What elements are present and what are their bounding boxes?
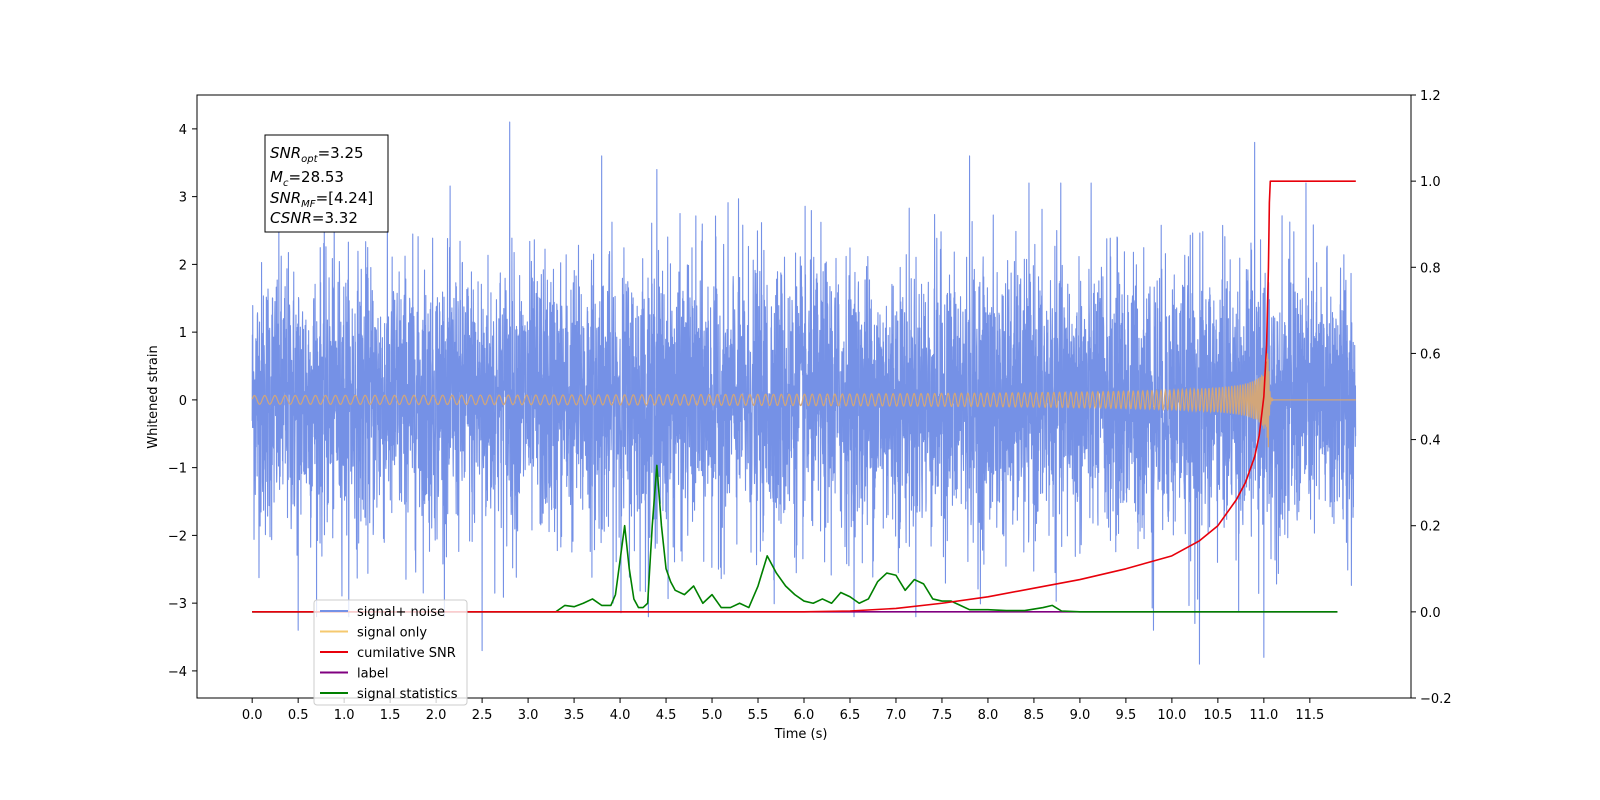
- y-axis-label: Whitened strain: [146, 345, 161, 448]
- y2-tick-label: 1.0: [1420, 175, 1441, 190]
- x-tick-label: 2.5: [472, 708, 493, 723]
- x-tick-label: 8.5: [1024, 708, 1045, 723]
- x-tick-label: 3.5: [564, 708, 585, 723]
- y-tick-label: 3: [179, 191, 187, 206]
- legend-label: label: [357, 667, 388, 682]
- x-tick-label: 6.5: [840, 708, 861, 723]
- x-tick-label: 6.0: [794, 708, 815, 723]
- y-tick-label: −3: [168, 597, 187, 612]
- y-axis-right: 1.2 1.0 0.8 0.6 0.4 0.2 0.0 −0.2: [1411, 89, 1452, 707]
- x-tick-label: 9.0: [1070, 708, 1091, 723]
- legend-box: [313, 599, 468, 706]
- y-tick-label: 0: [179, 394, 187, 409]
- x-tick-label: 8.0: [978, 708, 999, 723]
- snr-mf-text: SNRMF=[4.24]: [270, 189, 373, 210]
- y-tick-label: 2: [179, 258, 187, 273]
- snr-opt-text: SNRopt=3.25: [270, 144, 364, 165]
- stats-annotation: SNRopt=3.25 Mc=28.53 SNRMF=[4.24] CSNR=3…: [264, 134, 389, 233]
- x-tick-label: 5.0: [702, 708, 723, 723]
- x-tick-label: 7.5: [932, 708, 953, 723]
- x-tick-label: 9.5: [1116, 708, 1137, 723]
- signal-statistics-line: [252, 464, 1338, 613]
- x-tick-label: 2.0: [426, 708, 447, 723]
- legend: signal+ noise signal only cumilative SNR la…: [313, 599, 468, 706]
- x-tick-label: 11.5: [1295, 708, 1324, 723]
- x-tick-label: 5.5: [748, 708, 769, 723]
- y-tick-label: 4: [179, 123, 187, 138]
- signal-only-series: [251, 353, 1356, 448]
- x-tick-label: 11.0: [1249, 708, 1278, 723]
- x-tick-label: 10.0: [1157, 708, 1186, 723]
- x-tick-label: 7.0: [886, 708, 907, 723]
- y2-tick-label: 0.2: [1420, 520, 1441, 535]
- x-axis: 0.0 0.5 1.0 1.5 2.0 2.5 3.0 3.5 4.0 4.5 5.0 5.5 6.0 6…: [242, 698, 1324, 723]
- x-tick-label: 0.0: [242, 708, 263, 723]
- x-tick-label: 4.5: [656, 708, 677, 723]
- noise-series: [251, 121, 1357, 665]
- signal-only-line: [251, 353, 1356, 448]
- y2-tick-label: 1.2: [1420, 89, 1441, 104]
- y2-tick-label: −0.2: [1420, 692, 1452, 707]
- y-axis-left: 4 3 2 1 0 −1 −2 −3 −4: [168, 123, 197, 680]
- x-tick-label: 1.0: [334, 708, 355, 723]
- mc-text: Mc=28.53: [270, 168, 344, 189]
- legend-label: signal+ noise: [357, 605, 445, 620]
- cumilative-snr-line: [252, 180, 1356, 613]
- x-axis-label: Time (s): [774, 727, 828, 742]
- legend-label: signal statistics: [357, 687, 458, 702]
- y-tick-label: 1: [179, 326, 187, 341]
- x-tick-label: 3.0: [518, 708, 539, 723]
- noise-line: [251, 121, 1357, 665]
- x-tick-label: 0.5: [288, 708, 309, 723]
- legend-label: cumilative SNR: [357, 646, 456, 661]
- legend-label: signal only: [357, 626, 427, 641]
- x-tick-label: 4.0: [610, 708, 631, 723]
- y2-tick-label: 0.6: [1420, 347, 1441, 362]
- y2-tick-label: 0.8: [1420, 261, 1441, 276]
- y2-tick-label: 0.0: [1420, 606, 1441, 621]
- y-tick-label: −2: [168, 529, 187, 544]
- y-tick-label: −1: [168, 462, 187, 477]
- x-tick-label: 10.5: [1203, 708, 1232, 723]
- x-tick-label: 1.5: [380, 708, 401, 723]
- y2-tick-label: 0.4: [1420, 434, 1441, 449]
- csnr-text: CSNR=3.32: [270, 209, 358, 227]
- y-tick-label: −4: [168, 665, 187, 680]
